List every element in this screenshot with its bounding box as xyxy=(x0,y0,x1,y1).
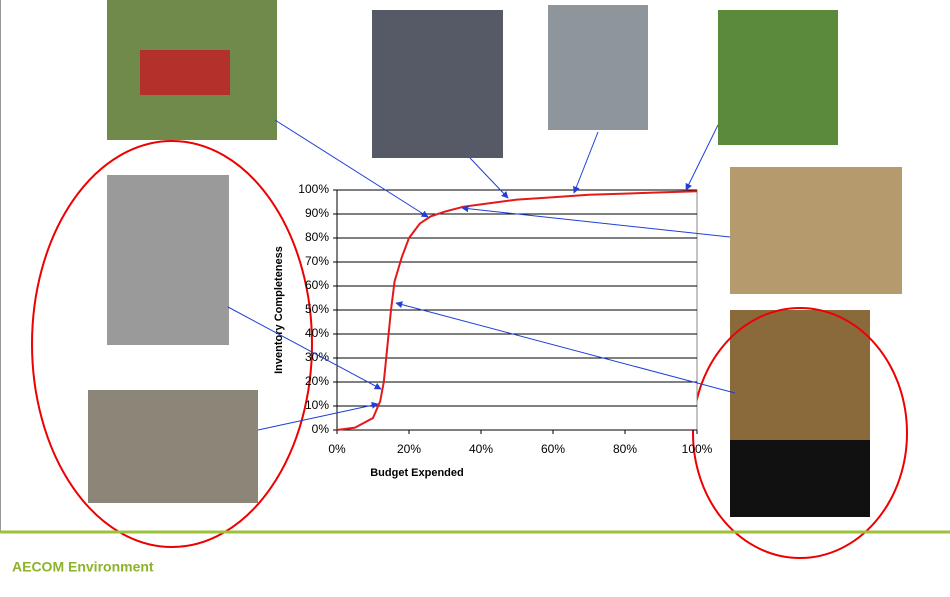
y-tick-label: 70% xyxy=(305,254,329,268)
photo-truck-detail xyxy=(140,50,230,95)
callout-arrow xyxy=(257,401,379,431)
x-axis-title: Budget Expended xyxy=(370,467,464,479)
callout-arrow xyxy=(227,306,382,390)
y-tick-label: 0% xyxy=(312,422,330,436)
photo-loader xyxy=(730,167,902,294)
x-tick-label: 40% xyxy=(469,442,493,456)
callout-arrow xyxy=(469,157,509,199)
callout-arrow xyxy=(573,131,599,194)
photo-factory-silhouette xyxy=(730,440,870,517)
callout-arrow xyxy=(685,124,719,191)
y-tick-label: 20% xyxy=(305,374,329,388)
x-tick-label: 0% xyxy=(328,442,346,456)
photo-ac-unit xyxy=(548,5,648,130)
y-tick-label: 90% xyxy=(305,206,329,220)
x-tick-label: 80% xyxy=(613,442,637,456)
y-tick-label: 80% xyxy=(305,230,329,244)
x-tick-label: 20% xyxy=(397,442,421,456)
y-axis-title: Inventory Completeness xyxy=(273,246,285,374)
x-tick-label: 60% xyxy=(541,442,565,456)
arrows xyxy=(227,119,736,431)
callout-arrow xyxy=(395,301,736,394)
y-tick-label: 10% xyxy=(305,398,329,412)
photo-gas-meter xyxy=(107,175,229,345)
photo-traffic xyxy=(372,10,503,158)
curve xyxy=(336,190,698,431)
y-tick-label: 50% xyxy=(305,302,329,316)
y-tick-label: 30% xyxy=(305,350,329,364)
y-tick-label: 100% xyxy=(298,182,329,196)
plot: 0% 10% 20% 30% 40% 50% 60% 70% 80% 90% 100% 0% 20% 40… xyxy=(298,182,712,456)
y-tick-label: 40% xyxy=(305,326,329,340)
x-tick-label: 100% xyxy=(682,442,713,456)
highlight-ellipse xyxy=(31,140,313,548)
footer-text: AECOM Environment xyxy=(12,559,154,575)
photo-mower xyxy=(718,10,838,145)
photo-electric-meters xyxy=(88,390,258,503)
callout-arrow xyxy=(274,119,429,218)
y-tick-label: 60% xyxy=(305,278,329,292)
callout-arrow xyxy=(461,205,731,238)
highlight-ellipse xyxy=(692,307,908,559)
